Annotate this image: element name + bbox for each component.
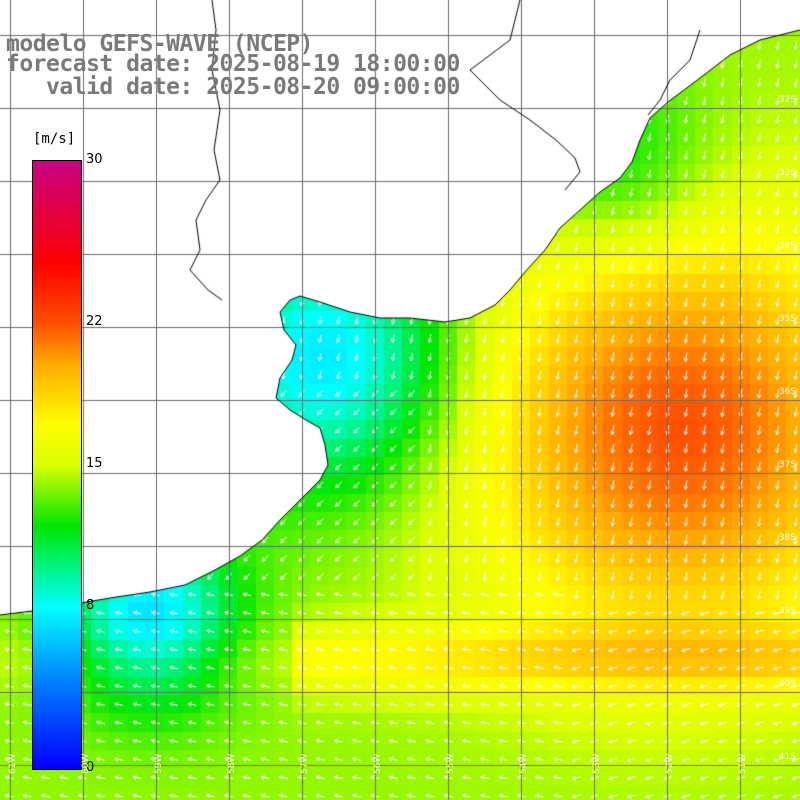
colorbar-tick-label: 30 [86, 152, 103, 167]
latitude-label: 36S [778, 387, 796, 397]
colorbar-tick-label: 8 [86, 597, 95, 613]
colorbar [32, 160, 82, 770]
latitude-label: 37S [778, 460, 796, 470]
colorbar-unit-label: [m/s] [33, 131, 76, 147]
colorbar-gradient [33, 161, 81, 769]
latitude-label: 39S [778, 606, 796, 616]
longitude-label: 54W [519, 753, 529, 774]
longitude-label: 52W [665, 753, 675, 774]
longitude-label: 60W [81, 753, 91, 774]
latitude-label: 40S [778, 679, 796, 689]
longitude-label: 53W [592, 753, 602, 774]
longitude-label: 51W [738, 753, 748, 774]
colorbar-tick-label: 0 [86, 760, 95, 775]
longitude-label: 57W [300, 753, 310, 774]
colorbar-tick-label: 15 [86, 456, 103, 471]
longitude-label: 56W [373, 753, 383, 774]
longitude-label: 55W [446, 753, 456, 774]
longitude-label: 58W [227, 753, 237, 774]
latitude-label: 33S [778, 168, 796, 178]
model-title: modelo GEFS-WAVE (NCEP) [6, 31, 314, 57]
longitude-label: 59W [154, 753, 164, 774]
colorbar-tick-label: 22 [86, 314, 103, 330]
forecast-date: forecast date: 2025-08-19 18:00:00 [6, 51, 460, 77]
latitude-label: 41S [778, 752, 796, 762]
latitude-label: 38S [778, 533, 796, 543]
latitude-label: 32S [778, 95, 796, 105]
longitude-label: 61W [8, 753, 18, 774]
latitude-label: 34S [778, 241, 796, 251]
valid-date: valid date: 2025-08-20 09:00:00 [6, 74, 460, 100]
latitude-label: 35S [778, 314, 796, 324]
